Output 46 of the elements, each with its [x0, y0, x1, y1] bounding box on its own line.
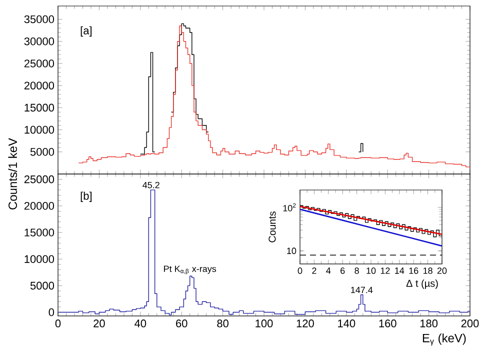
y-tick-label: 10000	[24, 126, 54, 134]
y-tick-label: 25000	[24, 60, 54, 68]
x-axis-title: Δ t (µs)	[406, 280, 438, 289]
x-tick-label: 16	[409, 268, 418, 274]
x-tick-label: 18	[423, 268, 432, 274]
y-tick-label: 5000	[30, 148, 54, 156]
x-tick-label: 100	[256, 320, 273, 328]
x-tick-label: 120	[296, 320, 314, 328]
y-tick-label: 0	[48, 308, 54, 316]
x-tick-label: 140	[338, 320, 356, 328]
x-tick-label: 4	[326, 268, 331, 274]
x-tick-label: 60	[176, 320, 188, 328]
annotation: [b]	[80, 192, 92, 202]
x-tick-label: 40	[134, 320, 146, 328]
x-tick-label: 14	[395, 268, 404, 274]
annotation: 147.4	[351, 286, 373, 294]
x-tick-label: 20	[437, 268, 447, 274]
y-tick-label: 30000	[24, 37, 54, 46]
x-axis-title: E$_{γ}$ (keV)	[422, 334, 466, 346]
y-tick-label: 10000	[24, 255, 54, 263]
x-tick-label: 0	[298, 268, 302, 274]
x-tick-label: 180	[420, 320, 438, 328]
annotation: [a]	[80, 26, 92, 37]
y-axis-title: Counts	[268, 212, 276, 242]
x-tick-label: 12	[380, 268, 390, 274]
x-tick-label: 80	[217, 320, 228, 328]
y-tick-label: 20000	[24, 202, 54, 210]
x-tick-label: 20	[94, 320, 105, 328]
y-tick-label: 5000	[30, 282, 54, 290]
line-series	[300, 208, 442, 247]
x-tick-label: 200	[461, 320, 479, 328]
x-tick-label: 10	[366, 268, 376, 274]
y-tick-label: 35000	[24, 15, 54, 24]
x-tick-label: 2	[312, 268, 316, 274]
x-tick-label: 6	[340, 268, 345, 274]
annotation: Pt K$_{α,β}$ x-rays	[164, 266, 216, 274]
x-tick-label: 160	[379, 320, 396, 328]
y-tick-label: 15000	[24, 228, 54, 236]
y-tick-label: 15000	[24, 104, 54, 112]
y-tick-label: 20000	[24, 82, 54, 90]
y-tick-label: 10$^{2}$	[283, 203, 296, 212]
x-tick-label: 0	[55, 320, 61, 328]
y-tick-label: 25000	[24, 175, 54, 184]
x-tick-label: 8	[354, 268, 359, 274]
y-axis-title: Counts/1 keV	[8, 138, 18, 210]
annotation: 45.2	[142, 182, 160, 188]
